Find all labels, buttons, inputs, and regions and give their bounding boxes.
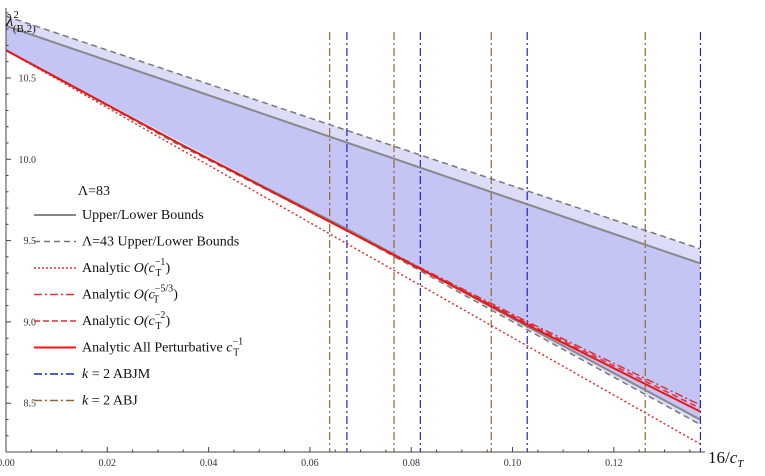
y-tick-label: 10.5 — [19, 73, 37, 84]
series-line-0 — [5, 24, 701, 265]
series-lines — [5, 15, 701, 445]
legend-label-7: k = 2 ABJ — [82, 394, 138, 409]
x-tick-label: 0.08 — [402, 458, 420, 469]
series-line-7 — [5, 49, 701, 413]
x-tick-label: 0.02 — [99, 458, 117, 469]
vertical-reference-lines — [329, 32, 702, 452]
legend-label-6: k = 2 ABJM — [82, 367, 151, 382]
x-tick-label: 0.00 — [0, 458, 15, 469]
y-tick-label: 9.0 — [24, 317, 37, 328]
y-tick-label: 8.5 — [24, 399, 37, 410]
legend-label-2: Analytic O(c−1 T) — [82, 257, 170, 279]
shaded-band-1 — [6, 25, 700, 420]
x-axis-title: 16/cT — [708, 448, 744, 470]
x-tick-label: 0.10 — [504, 458, 522, 469]
y-tick-label: 9.5 — [24, 236, 37, 247]
series-line-2 — [5, 15, 701, 250]
legend-label-5: Analytic All Perturbative c−1 T — [82, 337, 243, 359]
y-tick-label: 10.0 — [19, 155, 37, 166]
legend-label-0: Upper/Lower Bounds — [82, 208, 204, 223]
legend-label-4: Analytic O(c−2 T) — [82, 310, 170, 332]
shaded-regions — [6, 16, 700, 425]
legend: Λ=83 Upper/Lower Bounds Λ=43 Upper/Lower B… — [34, 184, 243, 409]
x-tick-label: 0.12 — [605, 458, 623, 469]
legend-heading: Λ=83 — [78, 184, 110, 199]
legend-label-1: Λ=43 Upper/Lower Bounds — [82, 235, 239, 250]
tick-labels: 0.00 0.02 0.04 0.06 0.08 0.10 0.12 8.5 9.0 9.5 10.… — [0, 12, 691, 469]
y-axis-title: λ2 (B,2) — [5, 9, 36, 35]
x-tick-label: 0.06 — [301, 458, 319, 469]
x-tick-label: 0.04 — [200, 458, 218, 469]
legend-label-3: Analytic O(c−5/3 T) — [82, 284, 178, 306]
